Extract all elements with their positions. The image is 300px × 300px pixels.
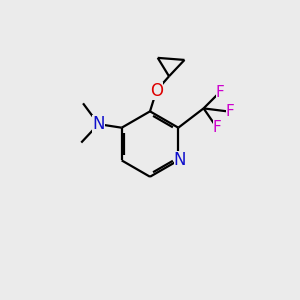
Text: N: N <box>92 115 105 133</box>
Text: F: F <box>213 120 221 135</box>
Text: O: O <box>150 82 163 100</box>
Text: F: F <box>216 85 224 100</box>
Text: N: N <box>174 152 186 169</box>
Text: F: F <box>226 104 235 119</box>
